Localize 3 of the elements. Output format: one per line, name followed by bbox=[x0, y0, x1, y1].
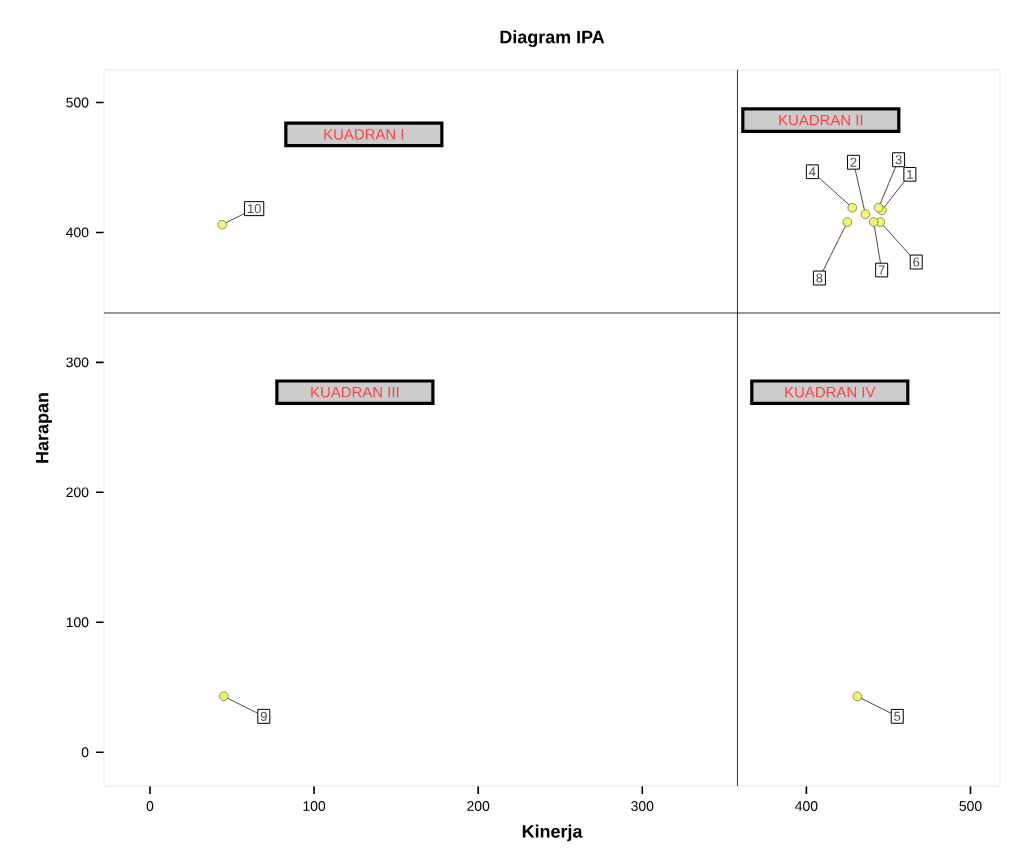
x-axis-title: Kinerja bbox=[522, 824, 583, 842]
chart-title: Diagram IPA bbox=[500, 30, 605, 48]
y-axis-title: Harapan bbox=[35, 393, 53, 463]
